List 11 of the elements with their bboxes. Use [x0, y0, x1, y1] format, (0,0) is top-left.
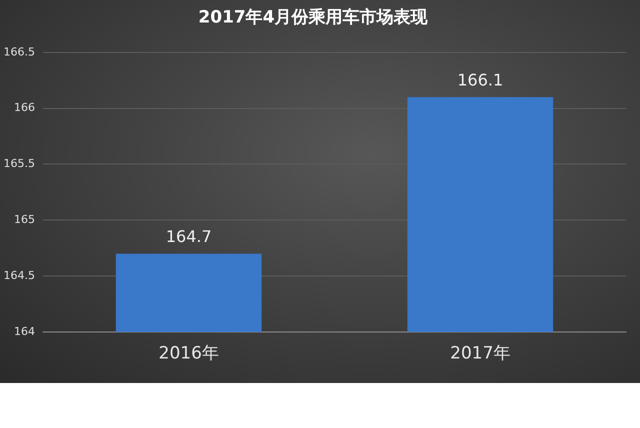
- y-tick-label: 165: [14, 213, 35, 226]
- data-label: 166.1: [457, 70, 504, 90]
- x-tick-label: 2017年: [450, 344, 510, 364]
- y-tick-label: 164.5: [4, 268, 35, 282]
- y-tick-label: 166: [14, 101, 35, 114]
- chart-title: 2017年4月份乘用车市场表现: [198, 8, 429, 28]
- x-tick-label: 2016年: [158, 344, 219, 364]
- data-label: 164.7: [166, 226, 212, 246]
- y-tick-label: 164: [14, 324, 35, 338]
- y-tick-label: 166.5: [4, 45, 35, 58]
- y-tick-label: 165.5: [4, 157, 35, 170]
